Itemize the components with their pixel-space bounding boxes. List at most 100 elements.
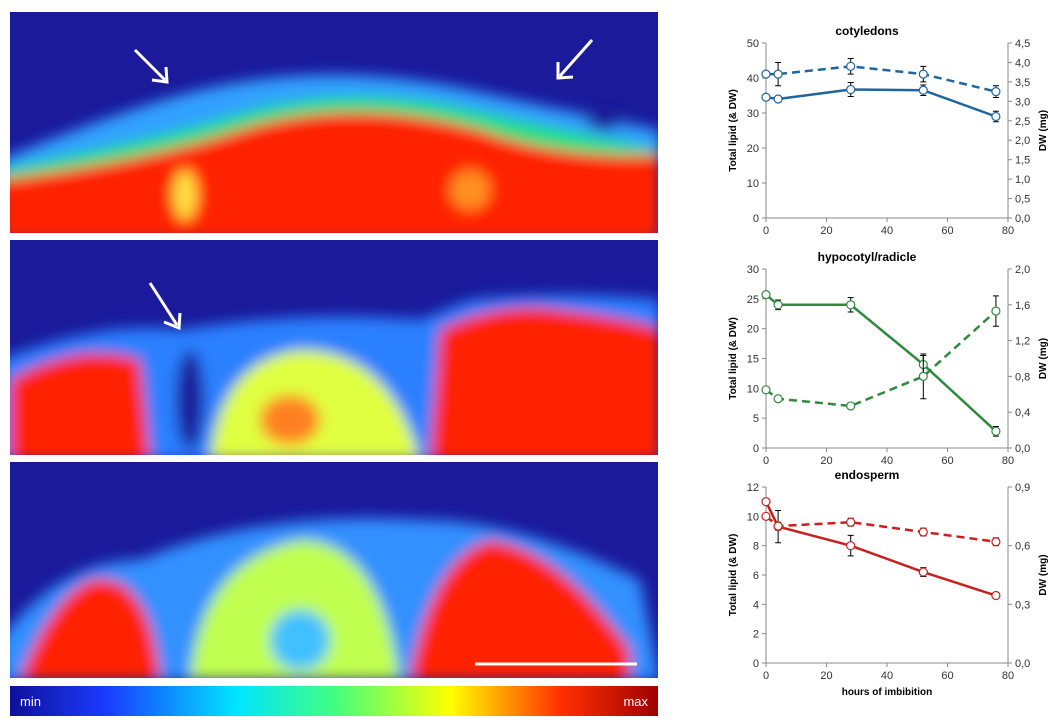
y2-tick-label: 2,0 xyxy=(1015,264,1030,276)
y2-tick-label: 0,0 xyxy=(1015,213,1030,225)
y-tick-label: 20 xyxy=(747,143,759,155)
y-tick-label: 4 xyxy=(753,599,759,611)
data-point xyxy=(918,85,928,95)
x-tick-label: 0 xyxy=(763,225,769,237)
x-axis-label: hours of imbibition xyxy=(842,687,933,698)
y2-tick-label: 3,0 xyxy=(1015,96,1030,108)
y2-tick-label: 1,6 xyxy=(1015,300,1030,312)
y2-tick-label: 0,9 xyxy=(1015,482,1030,494)
y2-tick-label: 2,0 xyxy=(1015,135,1030,147)
series-line xyxy=(765,310,997,408)
data-point xyxy=(991,537,1001,547)
y2-tick-label: 1,0 xyxy=(1015,174,1030,186)
chart-title: endosperm xyxy=(835,468,900,482)
y-tick-label: 8 xyxy=(753,541,759,553)
x-tick-label: 0 xyxy=(763,670,769,682)
x-tick-label: 40 xyxy=(881,225,893,237)
x-tick-label: 80 xyxy=(1002,225,1014,237)
y2-axis-label: DW (mg) xyxy=(1038,338,1049,379)
series-line xyxy=(765,88,997,118)
y-tick-label: 25 xyxy=(747,294,759,306)
y-tick-label: 30 xyxy=(747,264,759,276)
x-tick-label: 60 xyxy=(941,670,953,682)
y2-tick-label: 3,5 xyxy=(1015,77,1030,89)
chart-title: hypocotyl/radicle xyxy=(818,250,917,264)
y2-axis-label: DW (mg) xyxy=(1038,110,1049,151)
data-point xyxy=(918,69,928,79)
y-tick-label: 0 xyxy=(753,443,759,455)
data-point xyxy=(846,300,856,310)
data-point xyxy=(761,385,771,395)
y-axis-label: Total lipid (& DW) xyxy=(728,317,739,400)
y2-tick-label: 0,0 xyxy=(1015,443,1030,455)
data-point xyxy=(846,517,856,527)
y-tick-label: 10 xyxy=(747,511,759,523)
data-point xyxy=(918,371,928,381)
y-tick-label: 12 xyxy=(747,482,759,494)
heatmap-3 xyxy=(10,462,658,678)
data-point xyxy=(773,394,783,404)
series-line xyxy=(765,515,997,543)
y-tick-label: 10 xyxy=(747,383,759,395)
x-tick-label: 20 xyxy=(820,225,832,237)
data-point xyxy=(991,590,1001,601)
x-tick-label: 20 xyxy=(820,455,832,467)
data-point xyxy=(846,401,856,411)
y-tick-label: 6 xyxy=(753,570,759,582)
data-point xyxy=(761,511,771,521)
y-tick-label: 10 xyxy=(747,178,759,190)
data-point xyxy=(991,111,1001,122)
y2-tick-label: 0,3 xyxy=(1015,599,1030,611)
y-tick-label: 0 xyxy=(753,658,759,670)
data-point xyxy=(991,87,1001,97)
data-point xyxy=(846,61,856,71)
heatmap-2 xyxy=(10,240,658,455)
data-point xyxy=(761,497,771,507)
chart-title: cotyledons xyxy=(835,24,899,38)
data-point xyxy=(761,290,771,300)
heatmap-1 xyxy=(10,12,658,233)
y2-tick-label: 0,6 xyxy=(1015,541,1030,553)
y-axis-label: Total lipid (& DW) xyxy=(728,89,739,172)
arrows xyxy=(133,39,637,666)
series-line xyxy=(764,501,997,597)
y-tick-label: 40 xyxy=(747,73,759,85)
y-tick-label: 15 xyxy=(747,354,759,366)
y-tick-label: 2 xyxy=(753,629,759,641)
data-point xyxy=(773,69,783,79)
data-point xyxy=(773,300,783,310)
y2-axis-label: DW (mg) xyxy=(1038,554,1049,595)
data-point xyxy=(918,527,928,537)
data-point xyxy=(991,426,1001,436)
data-point xyxy=(761,69,771,79)
x-tick-label: 40 xyxy=(881,455,893,467)
data-point xyxy=(846,84,856,95)
x-tick-label: 80 xyxy=(1002,455,1014,467)
y-tick-label: 50 xyxy=(747,38,759,50)
y2-tick-label: 0,0 xyxy=(1015,658,1030,670)
colorbar xyxy=(10,686,658,716)
y2-tick-label: 1,2 xyxy=(1015,336,1030,348)
y-tick-label: 0 xyxy=(753,213,759,225)
x-tick-label: 60 xyxy=(941,225,953,237)
y2-tick-label: 0,4 xyxy=(1015,407,1030,419)
data-point xyxy=(761,92,771,102)
series-line xyxy=(766,65,997,93)
data-point xyxy=(773,521,783,531)
y2-tick-label: 4,0 xyxy=(1015,57,1030,69)
x-tick-label: 80 xyxy=(1002,670,1014,682)
data-point xyxy=(918,567,928,577)
colorbar-min: min xyxy=(20,694,41,709)
y2-tick-label: 1,5 xyxy=(1015,155,1030,167)
y2-tick-label: 2,5 xyxy=(1015,116,1030,128)
x-tick-label: 40 xyxy=(881,670,893,682)
y-axis-label: Total lipid (& DW) xyxy=(728,534,739,617)
y-tick-label: 20 xyxy=(747,324,759,336)
x-tick-label: 0 xyxy=(763,455,769,467)
x-tick-label: 60 xyxy=(941,455,953,467)
y-tick-label: 30 xyxy=(747,108,759,120)
data-point xyxy=(991,306,1001,316)
x-tick-label: 20 xyxy=(820,670,832,682)
series-line xyxy=(765,293,997,433)
